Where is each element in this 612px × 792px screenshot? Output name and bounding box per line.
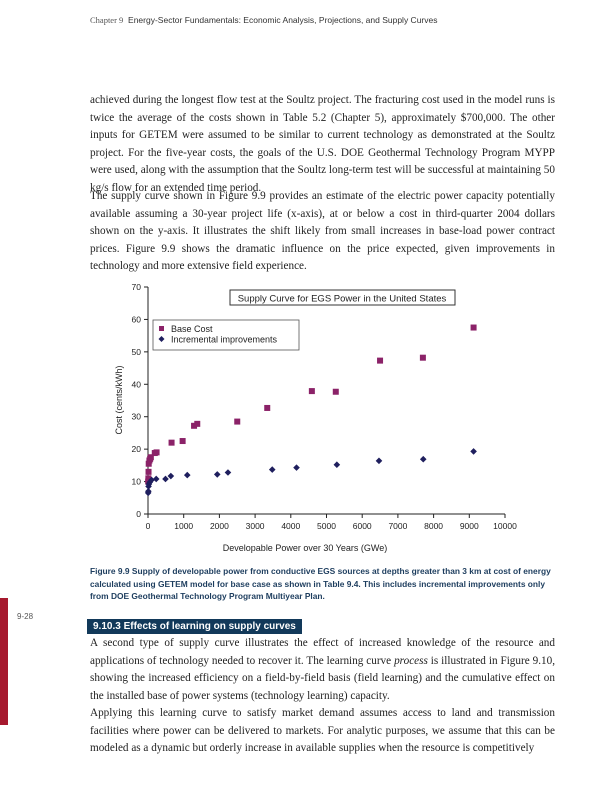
legend-diamond-marker-icon — [158, 336, 165, 342]
x-axis-label: Developable Power over 30 Years (GWe) — [223, 543, 387, 553]
y-axis-label: Cost (cents/kWh) — [114, 365, 124, 434]
x-tick-label: 0 — [146, 521, 151, 531]
incremental-point — [152, 475, 160, 483]
x-tick-label: 5000 — [317, 521, 336, 531]
incremental-point — [167, 472, 175, 480]
figure-caption: Figure 9.9 Supply of developable power f… — [90, 566, 551, 601]
section-heading: 9.10.3 Effects of learning on supply cur… — [87, 619, 302, 634]
base-cost-point — [153, 449, 160, 456]
base-cost-point — [191, 422, 198, 429]
base-cost-point — [234, 418, 241, 425]
legend-square-marker-icon — [159, 326, 164, 331]
text: A second type of supply curve illustrate… — [90, 637, 555, 667]
base-cost-point — [145, 460, 152, 467]
paragraph: A second type of supply curve illustrate… — [90, 635, 555, 705]
incremental-point — [268, 466, 276, 473]
x-tick-label: 1000 — [174, 521, 193, 531]
x-tick-label: 6000 — [353, 521, 372, 531]
base-cost-point — [168, 439, 175, 446]
base-cost-point — [419, 354, 426, 361]
base-cost-point — [145, 475, 152, 482]
incremental-point — [293, 464, 300, 471]
incremental-point — [146, 478, 154, 486]
chart-title: Supply Curve for EGS Power in the United… — [238, 294, 447, 305]
incremental-point — [148, 476, 155, 484]
base-cost-point — [147, 454, 154, 461]
incremental-point — [333, 461, 341, 469]
incremental-point — [419, 455, 427, 463]
incremental-point — [470, 448, 477, 455]
x-tick-label: 7000 — [388, 521, 407, 531]
incremental-point — [145, 488, 152, 495]
y-tick-label: 20 — [132, 444, 142, 454]
x-tick-label: 9000 — [460, 521, 479, 531]
supply-curve-chart: 0 1000 2000 3000 4000 5000 6000 7000 8000 9000 100… — [114, 282, 517, 553]
incremental-point — [183, 471, 191, 479]
y-tick-label: 40 — [132, 379, 142, 389]
text: is illustrated in Figure 9.10, showing t… — [90, 654, 555, 702]
paragraph: The supply curve shown in Figure 9.9 pro… — [90, 190, 555, 272]
emphasis: process — [394, 654, 428, 667]
base-cost-point — [308, 388, 315, 395]
incremental-point — [213, 471, 221, 478]
chart-title-box — [229, 289, 456, 306]
x-tick-label: 4000 — [281, 521, 300, 531]
base-cost-point — [332, 388, 339, 395]
incremental-point — [224, 469, 232, 476]
y-tick-label: 10 — [132, 477, 142, 487]
x-tick-label: 10000 — [493, 521, 517, 531]
base-cost-point — [470, 324, 477, 331]
y-tick-label: 30 — [132, 412, 142, 422]
base-cost-point — [145, 468, 152, 475]
base-cost-point — [179, 438, 186, 445]
x-tick-label: 3000 — [246, 521, 265, 531]
legend-label-base-cost: Base Cost — [171, 324, 213, 334]
legend-label-incremental: Incremental improvements — [171, 335, 278, 345]
base-cost-point — [377, 357, 384, 364]
y-tick-label: 50 — [132, 347, 142, 357]
x-tick-label: 8000 — [424, 521, 443, 531]
page-number: 9-28 — [17, 612, 34, 621]
paragraph: Applying this learning curve to satisfy … — [90, 707, 555, 754]
base-cost-point — [264, 404, 271, 411]
incremental-point — [375, 457, 383, 465]
paragraph: achieved during the longest flow test at… — [90, 94, 555, 194]
x-tick-label: 2000 — [210, 521, 229, 531]
chapter-tab-bar — [0, 598, 8, 725]
y-tick-label: 60 — [132, 314, 142, 324]
incremental-point — [162, 475, 169, 483]
base-cost-point — [194, 420, 201, 427]
y-tick-label: 0 — [136, 509, 141, 519]
y-tick-label: 70 — [132, 282, 142, 292]
chapter-label: Chapter 9 — [90, 15, 124, 25]
legend — [152, 319, 300, 351]
chapter-title: Energy-Sector Fundamentals: Economic Ana… — [128, 15, 438, 25]
running-header: Chapter 9 Energy-Sector Fundamentals: Ec… — [90, 15, 437, 25]
